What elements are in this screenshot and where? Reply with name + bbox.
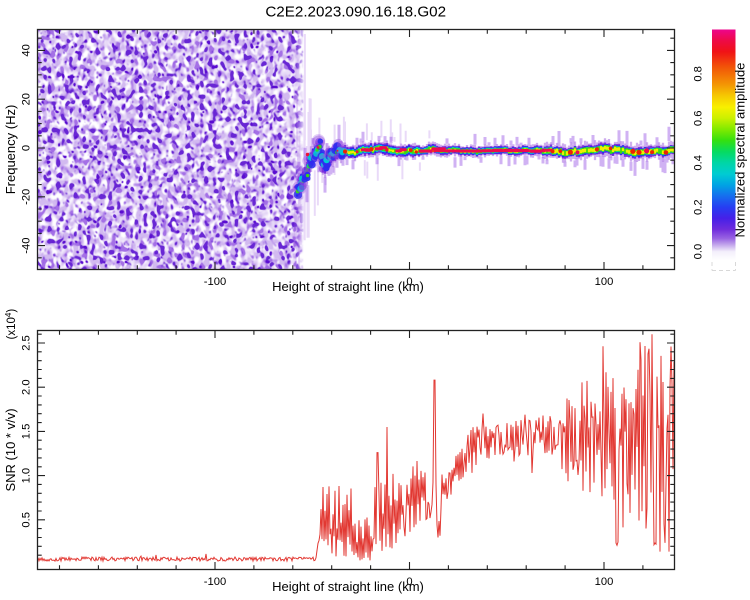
svg-text:2.0: 2.0 bbox=[21, 379, 33, 395]
svg-text:-100: -100 bbox=[204, 576, 226, 588]
svg-text:Normalized spectral amplitude: Normalized spectral amplitude bbox=[733, 63, 748, 238]
svg-text:0.4: 0.4 bbox=[692, 155, 704, 171]
svg-text:-40: -40 bbox=[21, 238, 33, 254]
svg-text:0.8: 0.8 bbox=[692, 66, 704, 82]
svg-text:0.2: 0.2 bbox=[692, 199, 704, 215]
svg-text:1.5: 1.5 bbox=[21, 424, 33, 440]
svg-text:100: 100 bbox=[595, 276, 614, 288]
svg-text:0: 0 bbox=[21, 145, 33, 151]
svg-text:0.0: 0.0 bbox=[692, 244, 704, 260]
svg-text:Height of straight line (km): Height of straight line (km) bbox=[272, 279, 424, 294]
svg-text:0.6: 0.6 bbox=[692, 111, 704, 127]
svg-text:SNR (10 * v/v): SNR (10 * v/v) bbox=[3, 408, 18, 491]
svg-text:Height of straight line (km): Height of straight line (km) bbox=[272, 579, 424, 594]
svg-text:(x104): (x104) bbox=[4, 309, 18, 340]
svg-text:-20: -20 bbox=[21, 189, 33, 205]
svg-text:C2E2.2023.090.16.18.G02: C2E2.2023.090.16.18.G02 bbox=[265, 4, 446, 21]
svg-text:1.0: 1.0 bbox=[21, 468, 33, 484]
svg-text:0: 0 bbox=[406, 276, 412, 288]
svg-text:0: 0 bbox=[406, 576, 412, 588]
svg-text:0.5: 0.5 bbox=[21, 512, 33, 528]
svg-text:40: 40 bbox=[21, 44, 33, 56]
svg-text:-100: -100 bbox=[204, 276, 226, 288]
svg-text:100: 100 bbox=[595, 576, 614, 588]
svg-text:Frequency (Hz): Frequency (Hz) bbox=[3, 105, 18, 195]
svg-text:2.5: 2.5 bbox=[21, 335, 33, 351]
svg-text:20: 20 bbox=[21, 93, 33, 105]
